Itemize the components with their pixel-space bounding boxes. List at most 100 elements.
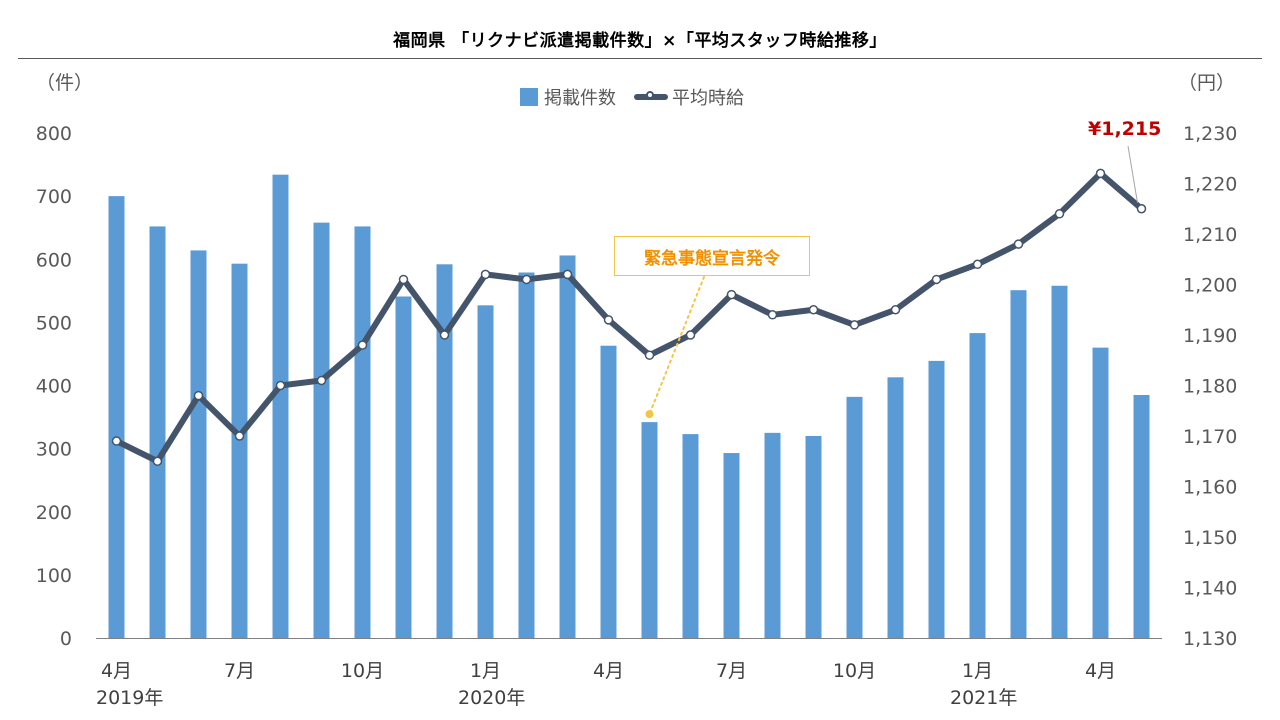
bar-listing-count <box>764 432 781 638</box>
legend-bar-swatch <box>520 88 538 106</box>
line-point-average-wage <box>1054 209 1065 219</box>
bar-listing-count <box>600 345 617 638</box>
x-axis-tick: 7月 <box>716 660 747 682</box>
line-point-average-wage <box>1095 168 1106 179</box>
bar-listing-count <box>682 434 699 638</box>
bar-listing-count <box>231 263 248 638</box>
line-point-average-wage <box>316 375 327 386</box>
bar-listing-count <box>887 377 904 638</box>
bar-listing-count <box>108 196 125 638</box>
line-point-average-wage <box>521 274 532 285</box>
bar-listing-count <box>436 264 453 638</box>
bar-listing-count <box>846 396 863 638</box>
bar-listing-count <box>928 360 945 638</box>
line-point-average-wage <box>234 431 245 441</box>
x-axis-tick: 4月 <box>101 660 132 682</box>
left-axis-tick: 400 <box>36 376 72 398</box>
legend: 掲載件数 平均時給 <box>520 84 762 110</box>
left-axis-tick: 300 <box>36 439 72 461</box>
legend-line-swatch <box>634 91 668 100</box>
bar-listing-count <box>559 255 576 638</box>
right-axis-tick: 1,150 <box>1183 527 1237 549</box>
bar-listing-count <box>969 333 986 638</box>
x-axis-tick: 1月 <box>470 660 501 682</box>
legend-label-line: 平均時給 <box>672 88 744 109</box>
last-value-leader-line <box>1127 145 1138 203</box>
bar-listing-count <box>313 222 330 638</box>
line-point-average-wage <box>152 456 163 466</box>
year-label-2021: 2021年 <box>950 687 1018 709</box>
bar-listing-count <box>477 305 494 638</box>
line-point-average-wage <box>726 289 737 300</box>
right-axis-tick: 1,200 <box>1183 275 1237 297</box>
left-axis-tick: 0 <box>60 628 72 650</box>
x-axis-tick: 1月 <box>962 660 993 682</box>
bar-listing-count <box>1133 394 1150 638</box>
emergency-declaration-callout: 緊急事態宣言発令 <box>614 236 810 276</box>
line-point-average-wage <box>193 390 204 401</box>
year-label-2020: 2020年 <box>458 687 526 709</box>
x-axis-tick: 4月 <box>593 660 624 682</box>
line-point-average-wage <box>603 315 614 325</box>
bar-listing-count <box>1010 290 1027 638</box>
line-point-average-wage <box>1013 239 1024 249</box>
bar-listing-count <box>354 226 371 639</box>
year-label-2019: 2019年 <box>96 687 164 709</box>
x-axis-tick: 7月 <box>224 660 255 682</box>
bar-listing-count <box>1051 285 1068 638</box>
left-axis-tick: 100 <box>36 565 72 587</box>
legend-item-line: 平均時給 <box>634 84 744 110</box>
right-axis-tick: 1,130 <box>1183 628 1237 650</box>
right-axis-tick: 1,230 <box>1183 123 1237 145</box>
line-point-average-wage <box>111 436 122 446</box>
right-axis-tick: 1,190 <box>1183 325 1237 347</box>
line-point-average-wage <box>439 330 450 340</box>
line-point-average-wage <box>767 310 778 320</box>
left-axis-unit: （件） <box>36 72 94 94</box>
chart-title: 福岡県 「リクナビ派遣掲載件数」×「平均スタッフ時給推移」 <box>393 31 887 51</box>
line-point-average-wage <box>685 330 696 340</box>
left-axis-tick: 200 <box>36 502 72 524</box>
bar-listing-count <box>190 250 207 638</box>
bar-listing-count <box>272 174 289 638</box>
line-point-average-wage <box>480 269 491 280</box>
line-point-average-wage <box>808 305 819 315</box>
callout-leader-dot <box>645 410 654 419</box>
right-axis-tick: 1,140 <box>1183 578 1237 600</box>
legend-item-bars: 掲載件数 <box>520 84 616 110</box>
last-value-label: ¥1,215 <box>1088 118 1162 140</box>
line-point-average-wage <box>398 274 409 285</box>
line-point-average-wage <box>562 269 573 280</box>
x-axis-tick: 10月 <box>341 660 384 682</box>
bar-listing-count <box>641 422 658 638</box>
bar-listing-count <box>805 436 822 638</box>
right-axis-tick: 1,220 <box>1183 174 1237 196</box>
line-point-average-wage <box>275 380 286 391</box>
left-axis-tick: 600 <box>36 249 72 271</box>
line-point-average-wage <box>644 350 655 360</box>
series-line-average-wage <box>113 170 1145 465</box>
bar-listing-count <box>149 226 166 639</box>
left-axis-tick: 700 <box>36 186 72 208</box>
bar-listing-count <box>1092 347 1109 638</box>
right-axis-unit: （円） <box>1178 72 1236 94</box>
callout-leader-line <box>648 276 705 416</box>
right-axis-tick: 1,170 <box>1183 426 1237 448</box>
bar-listing-count <box>518 272 535 638</box>
legend-label-bars: 掲載件数 <box>544 88 616 109</box>
left-axis-tick: 800 <box>36 123 72 145</box>
line-point-average-wage <box>931 274 942 285</box>
line-point-average-wage <box>1136 204 1147 214</box>
line-point-average-wage <box>357 340 368 350</box>
right-axis-tick: 1,160 <box>1183 477 1237 499</box>
right-axis-tick: 1,210 <box>1183 224 1237 246</box>
line-point-average-wage <box>890 305 901 315</box>
title-divider <box>18 58 1262 59</box>
bar-listing-count <box>395 296 412 638</box>
bar-listing-count <box>723 453 740 638</box>
left-axis-tick: 500 <box>36 312 72 334</box>
line-point-average-wage <box>849 320 860 330</box>
right-axis-tick: 1,180 <box>1183 376 1237 398</box>
x-axis-tick: 10月 <box>833 660 876 682</box>
